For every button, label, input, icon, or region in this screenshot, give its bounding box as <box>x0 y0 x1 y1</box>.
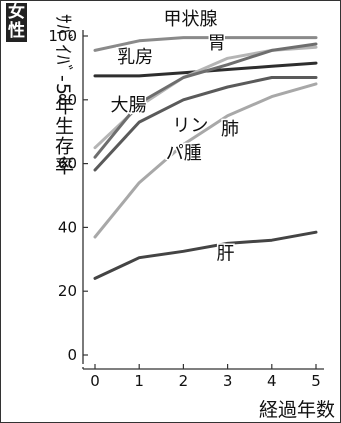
series-line-4 <box>93 42 318 159</box>
series-annotation-1: 甲状腺 <box>164 9 218 30</box>
series-annotation-3: 胃 <box>208 33 226 54</box>
x-tick-label: 1 <box>134 372 144 390</box>
series-line-7 <box>93 230 318 280</box>
series-annotation-6: パ腫 <box>166 143 202 164</box>
x-tick-label: 5 <box>311 372 321 390</box>
series-annotation-4: 大腸 <box>110 95 146 116</box>
y-tick-label: 40 <box>58 218 77 236</box>
x-tick-label: 3 <box>223 372 233 390</box>
series-annotation-2: 乳房 <box>117 47 153 68</box>
y-tick-label: 80 <box>58 91 77 109</box>
series-line-6 <box>93 82 318 239</box>
x-axis-title: 経過年数 <box>259 399 335 421</box>
x-tick-label: 0 <box>90 372 100 390</box>
sex-badge: 女 性 <box>6 3 27 42</box>
series-annotation-5: リン <box>172 116 208 137</box>
series-line-1 <box>93 36 318 52</box>
series-annotation-8: 肝 <box>217 243 235 264</box>
x-tick-label: 4 <box>267 372 277 390</box>
y-tick-label: 20 <box>58 282 77 300</box>
y-tick-label: 100 <box>48 27 77 45</box>
x-tick-label: 2 <box>179 372 189 390</box>
badge-line-2: 性 <box>8 21 25 41</box>
series-annotation-7: 肺 <box>221 119 239 140</box>
y-tick-label: 60 <box>58 155 77 173</box>
y-axis-label: ｻﾊﾞｲﾊﾞ-5年生存率 <box>52 14 74 176</box>
y-tick-label: 0 <box>67 346 77 364</box>
series-line-5 <box>93 76 318 172</box>
badge-line-1: 女 <box>8 2 25 22</box>
